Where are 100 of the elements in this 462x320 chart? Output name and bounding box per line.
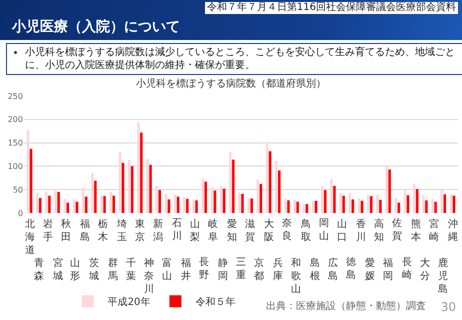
bar [452, 196, 456, 213]
y-tick-label: 150 [8, 138, 23, 148]
bar [176, 196, 180, 213]
bar [220, 186, 222, 213]
bar [204, 182, 207, 213]
x-tick-label: 福岡 [383, 257, 393, 282]
bar [296, 202, 299, 213]
bar [388, 169, 391, 213]
x-tick-label: 青森 [34, 257, 44, 282]
x-tick-label: 群馬 [107, 257, 118, 282]
bar [339, 193, 342, 213]
bar [158, 190, 162, 213]
bar [284, 198, 287, 213]
bar [348, 192, 352, 213]
bar [30, 148, 32, 213]
bar [192, 199, 195, 213]
x-tick-label: 福井 [181, 257, 191, 282]
x-tick-label: 高知 [374, 218, 384, 243]
bar [314, 200, 318, 213]
bar [333, 186, 336, 213]
bar [232, 160, 235, 213]
bar [293, 199, 296, 213]
bar [91, 172, 94, 213]
x-tick-label: 三重 [236, 257, 246, 281]
x-tick-label: 山口 [337, 218, 347, 243]
x-tick-label: 静岡 [218, 257, 228, 282]
bar [222, 188, 226, 213]
bar [146, 159, 149, 213]
x-tick-label: 奈良 [282, 218, 292, 242]
bar [324, 190, 327, 213]
x-tick-label: 沖縄 [447, 218, 458, 243]
bar [64, 198, 66, 213]
bar [186, 198, 189, 213]
x-tick-label: 和歌山 [291, 257, 301, 295]
chart-title: 小児科を標ぼうする病院数（都道府県別） [136, 78, 326, 90]
bar [278, 170, 281, 213]
source-note: 出典：医療施設（静態・動態）調査 [266, 300, 426, 313]
bar [416, 189, 418, 213]
x-tick-label: 新潟 [153, 218, 163, 243]
x-tick-label: 島根 [310, 257, 320, 282]
x-tick-label: 愛知 [227, 218, 237, 243]
bar [155, 186, 158, 213]
x-tick-label: 茨城 [88, 257, 99, 282]
bar [422, 195, 425, 213]
x-tick-label: 長野 [199, 257, 209, 281]
legend-label: 令和５年 [195, 296, 236, 308]
bar [210, 187, 214, 213]
bar [247, 198, 250, 213]
bar [38, 198, 42, 213]
bar [214, 190, 216, 213]
text: 30 [440, 300, 456, 314]
x-tick-label: 滋賀 [245, 218, 255, 243]
bar [149, 164, 152, 213]
bar [45, 191, 48, 213]
bar [48, 196, 51, 213]
text: 小児医療（入院）について [12, 18, 180, 36]
bar [130, 166, 134, 213]
x-tick-label: 埼玉 [116, 218, 127, 243]
y-tick-label: 250 [8, 92, 23, 101]
bar [36, 192, 38, 213]
x-tick-label: 栃木 [98, 218, 108, 243]
bar [72, 199, 76, 213]
bar [287, 200, 290, 213]
x-tick-label: 大阪 [264, 218, 274, 243]
y-tick-label: 200 [8, 115, 23, 124]
bar [128, 160, 130, 213]
bar [302, 204, 306, 213]
y-tick-label: 100 [8, 162, 23, 171]
bar [260, 184, 262, 213]
bar [440, 190, 444, 213]
bar [103, 196, 106, 213]
x-tick-label: 石川 [172, 218, 182, 242]
bar [330, 179, 333, 213]
bar [82, 188, 84, 213]
bar [201, 178, 204, 213]
bar [398, 202, 400, 213]
x-tick-label: 大分 [420, 257, 430, 282]
bar [241, 194, 244, 213]
bar [140, 132, 143, 213]
bar [84, 196, 88, 213]
x-tick-label: 岐阜 [208, 218, 218, 243]
x-tick-label: 北海道 [25, 218, 35, 256]
bar [112, 196, 116, 213]
x-tick-label: 愛媛 [365, 257, 375, 282]
x-tick-label: 神奈川 [144, 257, 154, 295]
x-tick-label: 京都 [254, 257, 264, 282]
bar [250, 198, 253, 213]
text: 令和７年７月４日第116回社会保障審議会医療部会資料 [204, 2, 458, 14]
bar [164, 194, 168, 213]
x-tick-label: 東京 [135, 218, 145, 243]
bar [57, 192, 60, 213]
bar [94, 180, 97, 213]
x-tick-label: 岩手 [43, 218, 53, 243]
bar [358, 198, 360, 213]
bar [425, 200, 428, 213]
bar [256, 179, 260, 213]
bar [444, 194, 446, 213]
x-tick-label: 徳島 [346, 257, 356, 281]
bar [379, 200, 382, 213]
bar [385, 166, 388, 213]
